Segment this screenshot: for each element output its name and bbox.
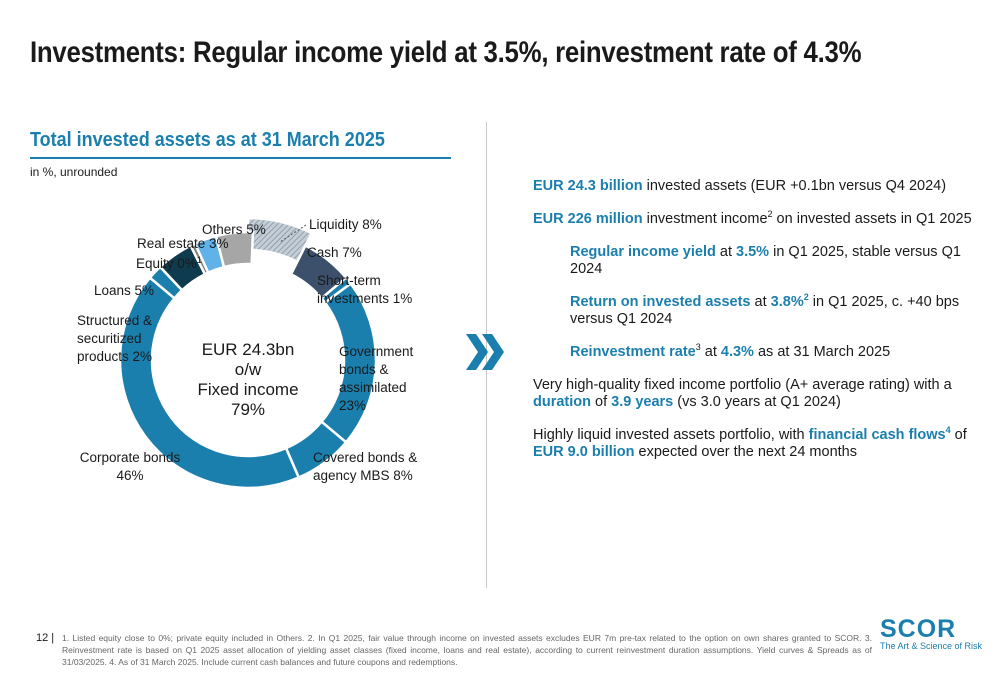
- slice-labels: Others 5% Real estate 3% Equity 0%1 Loan…: [77, 217, 417, 483]
- bullet-text: at: [715, 244, 737, 260]
- bullet-text: at: [700, 344, 721, 360]
- bullet-text: Return on invested assets: [570, 294, 751, 310]
- chart-subtitle: Total invested assets as at 31 March 202…: [30, 129, 385, 151]
- center-label-line-2: o/w: [235, 360, 262, 379]
- donut-slice-others: [214, 230, 255, 269]
- bullet-item: EUR 24.3 billion invested assets (EUR +0…: [533, 178, 973, 195]
- center-label-line-4: 79%: [231, 400, 265, 419]
- label-government-line-2: bonds &: [339, 362, 389, 377]
- invested-assets-donut-chart: EUR 24.3bn o/w Fixed income 79% Others 5…: [77, 216, 417, 490]
- key-figures-list: EUR 24.3 billion invested assets (EUR +0…: [533, 178, 973, 477]
- subtitle-underline: [30, 157, 451, 159]
- double-chevron-icon: [466, 334, 504, 370]
- label-structured-line-2: securitized: [77, 331, 142, 346]
- center-label: EUR 24.3bn o/w Fixed income 79%: [197, 340, 298, 419]
- bullet-text: 4: [945, 425, 951, 436]
- logo-wordmark: SCOR: [880, 615, 957, 643]
- bullet-text: investment income: [642, 211, 768, 227]
- bullet-text: 3.9 years: [611, 394, 674, 410]
- label-short-term-line-1: Short-term: [317, 273, 381, 288]
- bullet-item: EUR 226 million investment income2 on in…: [533, 209, 973, 228]
- donut-slice-corporate-bonds: [118, 275, 301, 490]
- page-title: Investments: Regular income yield at 3.5…: [30, 36, 862, 69]
- label-covered-line-1: Covered bonds &: [313, 450, 417, 465]
- liquidity-leader-line: [279, 224, 307, 243]
- bullet-text: 3: [695, 342, 701, 353]
- label-government-line-4: 23%: [339, 398, 366, 413]
- scor-logo: SCOR The Art & Science of Risk: [880, 615, 982, 651]
- bullet-text: 2: [767, 209, 773, 220]
- bullet-text: of: [950, 427, 967, 443]
- label-covered-line-2: agency MBS 8%: [313, 468, 413, 483]
- bullet-text: Reinvestment rate: [570, 344, 696, 360]
- unit-note: in %, unrounded: [30, 165, 118, 179]
- vertical-divider: [486, 122, 487, 588]
- label-real-estate: Real estate 3%: [137, 236, 229, 251]
- bullet-text: EUR 9.0 billion: [533, 444, 635, 460]
- label-corporate-line-1: Corporate bonds: [80, 450, 181, 465]
- label-others: Others 5%: [202, 222, 266, 237]
- bullet-text: invested assets (EUR +0.1bn versus Q4 20…: [642, 178, 947, 194]
- bullet-text: duration: [533, 394, 591, 410]
- bullet-item: Very high-quality fixed income portfolio…: [533, 377, 973, 411]
- bullet-text: Highly liquid invested assets portfolio,…: [533, 427, 809, 443]
- bullet-text: EUR 226 million: [533, 211, 643, 227]
- label-structured-line-1: Structured &: [77, 313, 152, 328]
- bullet-text: in Q1 2025, c. +40 bps versus Q1 2024: [570, 294, 960, 327]
- label-government-line-3: assimilated: [339, 380, 407, 395]
- bullet-text: EUR 24.3 billion: [533, 178, 643, 194]
- bullet-text: Regular income yield: [570, 244, 716, 260]
- bullet-text: expected over the next 24 months: [634, 444, 857, 460]
- bullet-text: 3.5%: [736, 244, 770, 260]
- bullet-text: in Q1 2025, stable versus Q1 2024: [570, 244, 961, 277]
- bullet-text: at: [750, 294, 771, 310]
- bullet-text: financial cash flows: [808, 427, 946, 443]
- bullet-text: 4.3%: [720, 344, 754, 360]
- label-structured-line-3: products 2%: [77, 349, 152, 364]
- bullet-text: 3.8%: [770, 294, 804, 310]
- label-government-line-1: Government: [339, 344, 414, 359]
- donut-slices: [118, 216, 378, 490]
- center-label-line-1: EUR 24.3bn: [202, 340, 295, 359]
- center-label-line-3: Fixed income: [197, 380, 298, 399]
- bullet-text: on invested assets in Q1 2025: [772, 211, 972, 227]
- bullet-text: as at 31 March 2025: [753, 344, 891, 360]
- bullet-text: 2: [803, 292, 809, 303]
- label-corporate-line-2: 46%: [116, 468, 143, 483]
- footnote: 1. Listed equity close to 0%; private eq…: [62, 633, 872, 667]
- bullet-text: of: [591, 394, 612, 410]
- label-loans: Loans 5%: [94, 283, 154, 298]
- bullet-text: (vs 3.0 years at Q1 2024): [673, 394, 841, 410]
- bullet-item: Highly liquid invested assets portfolio,…: [533, 425, 973, 461]
- label-liquidity: Liquidity 8%: [309, 217, 382, 232]
- bullet-text: Very high-quality fixed income portfolio…: [533, 377, 952, 393]
- label-short-term-line-2: investments 1%: [317, 291, 412, 306]
- label-equity: Equity 0%1: [136, 255, 202, 271]
- label-cash: Cash 7%: [307, 245, 362, 260]
- bullet-item: Reinvestment rate3 at 4.3% as at 31 Marc…: [570, 342, 973, 361]
- logo-tagline: The Art & Science of Risk: [880, 641, 983, 651]
- page-number: 12 |: [36, 632, 55, 644]
- bullet-item: Return on invested assets at 3.8%2 in Q1…: [570, 292, 973, 328]
- bullet-item: Regular income yield at 3.5% in Q1 2025,…: [570, 244, 973, 278]
